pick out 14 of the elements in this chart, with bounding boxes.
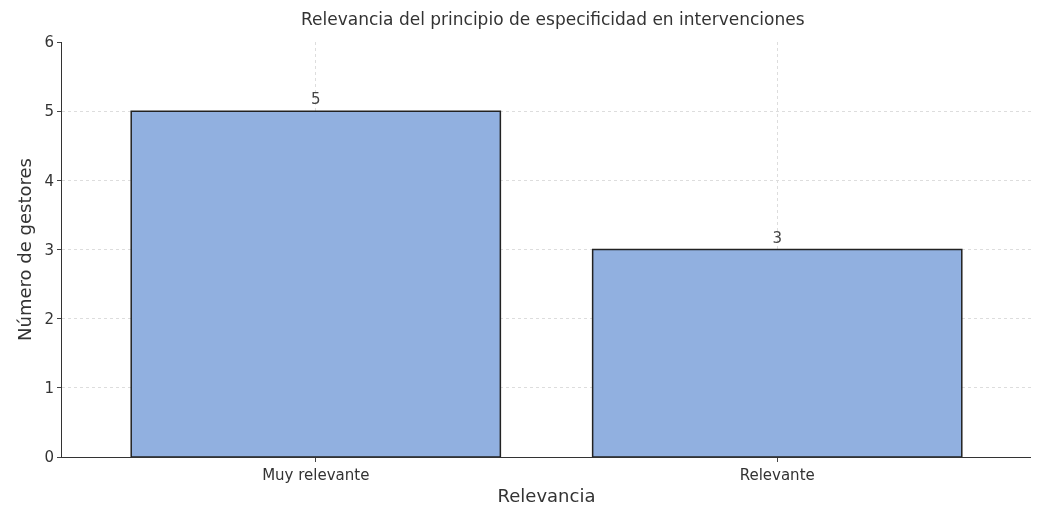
y-tick-label: 0 — [44, 448, 54, 467]
y-tick-label: 3 — [44, 240, 54, 259]
y-tick-label: 2 — [44, 309, 54, 328]
data-label: 5 — [311, 90, 321, 109]
y-tick-label: 4 — [44, 171, 54, 190]
x-tick-label: Relevante — [739, 466, 815, 484]
y-axis-title: Número de gestores — [13, 158, 35, 341]
y-tick-label: 5 — [44, 102, 54, 121]
x-tick-label: Muy relevante — [262, 466, 370, 484]
y-tick-label: 1 — [44, 379, 54, 398]
y-tick-label: 6 — [44, 33, 54, 52]
chart-title: Relevancia del principio de especificidad en intervenciones — [301, 8, 805, 29]
data-label: 3 — [772, 228, 782, 247]
x-axis-title: Relevancia — [497, 485, 596, 507]
